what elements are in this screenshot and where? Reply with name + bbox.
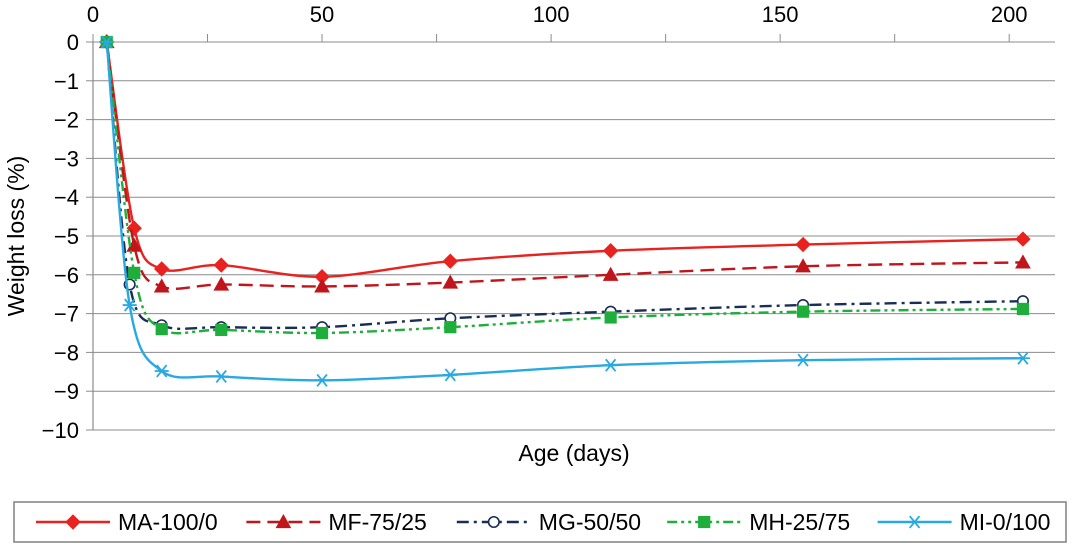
legend-entry: MI-0/100 bbox=[877, 509, 1051, 535]
data-point bbox=[602, 266, 619, 281]
series-line bbox=[105, 41, 1023, 278]
data-point bbox=[603, 358, 618, 372]
data-point bbox=[1015, 231, 1031, 247]
data-point bbox=[99, 35, 114, 49]
series-line bbox=[105, 41, 1023, 335]
data-point bbox=[602, 243, 619, 259]
y-tick-label: −7 bbox=[54, 302, 79, 327]
y-tick-label: −9 bbox=[54, 379, 79, 404]
data-point bbox=[215, 323, 228, 336]
tick-labels: 0 −1 −2 −3 −4 −5 −6 −7 −8 −9 −10 0 50 100 150 200 bbox=[42, 2, 1028, 443]
x-tick-label: 50 bbox=[310, 2, 334, 27]
y-tick-label: −4 bbox=[54, 185, 79, 210]
data-point bbox=[155, 323, 168, 336]
series-MA-100/0 bbox=[99, 34, 1031, 285]
data-point bbox=[214, 369, 229, 383]
data-point bbox=[314, 278, 330, 293]
x-tick-label: 0 bbox=[87, 2, 99, 27]
legend-label: MI-0/100 bbox=[960, 509, 1051, 535]
gridlines bbox=[93, 41, 1055, 431]
data-point bbox=[604, 311, 617, 324]
legend-entries: MA-100/0 MF-75/25 MG-50/50 MH-25/75 MI-0/100 bbox=[36, 509, 1050, 535]
data-point bbox=[796, 353, 811, 367]
series-lines bbox=[98, 33, 1031, 387]
legend-marker bbox=[275, 513, 292, 529]
data-point bbox=[1015, 254, 1031, 269]
y-tick-label: −2 bbox=[54, 108, 79, 133]
legend-marker bbox=[487, 515, 500, 529]
data-point bbox=[153, 278, 170, 293]
series-MH-25/75 bbox=[100, 35, 1030, 340]
legend-entry: MA-100/0 bbox=[36, 509, 218, 535]
data-point bbox=[122, 298, 137, 312]
legend-entry: MH-25/75 bbox=[667, 509, 850, 535]
legend-marker bbox=[907, 515, 922, 529]
series-line bbox=[105, 41, 1023, 382]
series-MI-0/100 bbox=[99, 35, 1030, 387]
data-point bbox=[154, 261, 170, 277]
data-point bbox=[126, 220, 142, 236]
data-point bbox=[442, 253, 459, 269]
x-tick-label: 100 bbox=[533, 2, 570, 27]
x-axis-title: Age (days) bbox=[518, 440, 629, 466]
data-point bbox=[213, 257, 229, 273]
data-point bbox=[315, 326, 329, 340]
data-point bbox=[1016, 302, 1030, 316]
legend-marker bbox=[698, 515, 711, 529]
data-point bbox=[154, 364, 169, 378]
axes bbox=[86, 34, 1010, 431]
data-point bbox=[128, 266, 141, 279]
legend-label: MG-50/50 bbox=[539, 509, 641, 535]
data-point bbox=[442, 274, 459, 289]
x-tick-label: 150 bbox=[762, 2, 799, 27]
legend-entry: MG-50/50 bbox=[456, 509, 641, 535]
y-axis-title: Weight loss (%) bbox=[3, 156, 29, 317]
data-point bbox=[213, 276, 230, 291]
y-tick-label: −5 bbox=[54, 224, 79, 249]
legend-label: MH-25/75 bbox=[749, 509, 850, 535]
y-tick-label: −3 bbox=[54, 146, 79, 171]
y-tick-label: −8 bbox=[54, 340, 79, 365]
data-point bbox=[795, 258, 811, 273]
y-tick-label: −6 bbox=[54, 263, 79, 288]
series-line bbox=[105, 41, 1023, 290]
legend-label: MF-75/25 bbox=[328, 509, 426, 535]
data-point bbox=[443, 368, 458, 382]
y-tick-label: −10 bbox=[42, 418, 79, 443]
legend-label: MA-100/0 bbox=[118, 509, 218, 535]
data-point bbox=[796, 305, 810, 318]
legend-entry: MF-75/25 bbox=[246, 509, 427, 535]
y-tick-label: 0 bbox=[67, 30, 79, 55]
legend-marker bbox=[65, 514, 81, 530]
data-point bbox=[1015, 351, 1030, 365]
data-point bbox=[795, 236, 811, 253]
x-tick-label: 200 bbox=[991, 2, 1028, 27]
y-tick-label: −1 bbox=[54, 69, 79, 94]
data-point bbox=[444, 321, 457, 334]
data-point bbox=[315, 373, 330, 387]
